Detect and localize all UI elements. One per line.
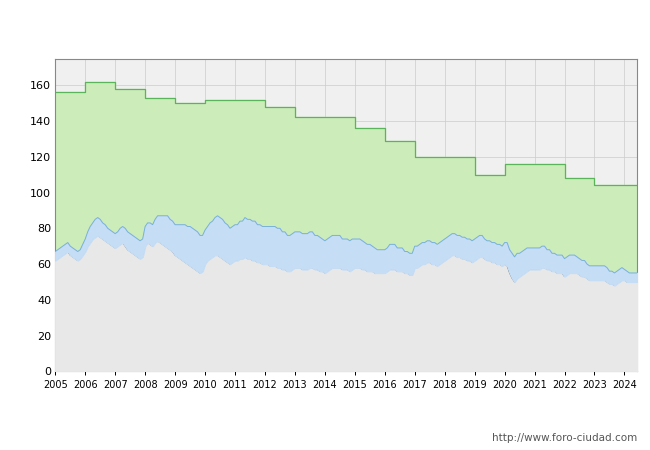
Text: http://www.foro-ciudad.com: http://www.foro-ciudad.com	[492, 433, 637, 443]
Text: Els Omellons - Evolucion de la poblacion en edad de Trabajar Mayo de 2024: Els Omellons - Evolucion de la poblacion…	[72, 17, 578, 30]
